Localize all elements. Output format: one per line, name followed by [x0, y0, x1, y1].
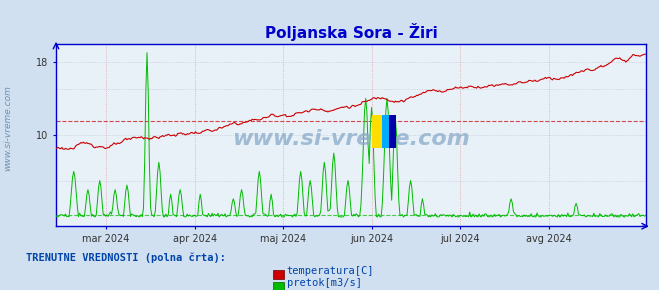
Text: TRENUTNE VREDNOSTI (polna črta):: TRENUTNE VREDNOSTI (polna črta):	[26, 253, 226, 263]
Text: temperatura[C]: temperatura[C]	[287, 266, 374, 276]
Text: www.si-vreme.com: www.si-vreme.com	[3, 85, 13, 171]
Text: www.si-vreme.com: www.si-vreme.com	[232, 128, 470, 148]
Bar	[389, 115, 396, 148]
Bar	[382, 115, 389, 148]
Title: Poljanska Sora - Žiri: Poljanska Sora - Žiri	[264, 23, 438, 41]
Bar	[372, 115, 382, 148]
Text: pretok[m3/s]: pretok[m3/s]	[287, 278, 362, 288]
